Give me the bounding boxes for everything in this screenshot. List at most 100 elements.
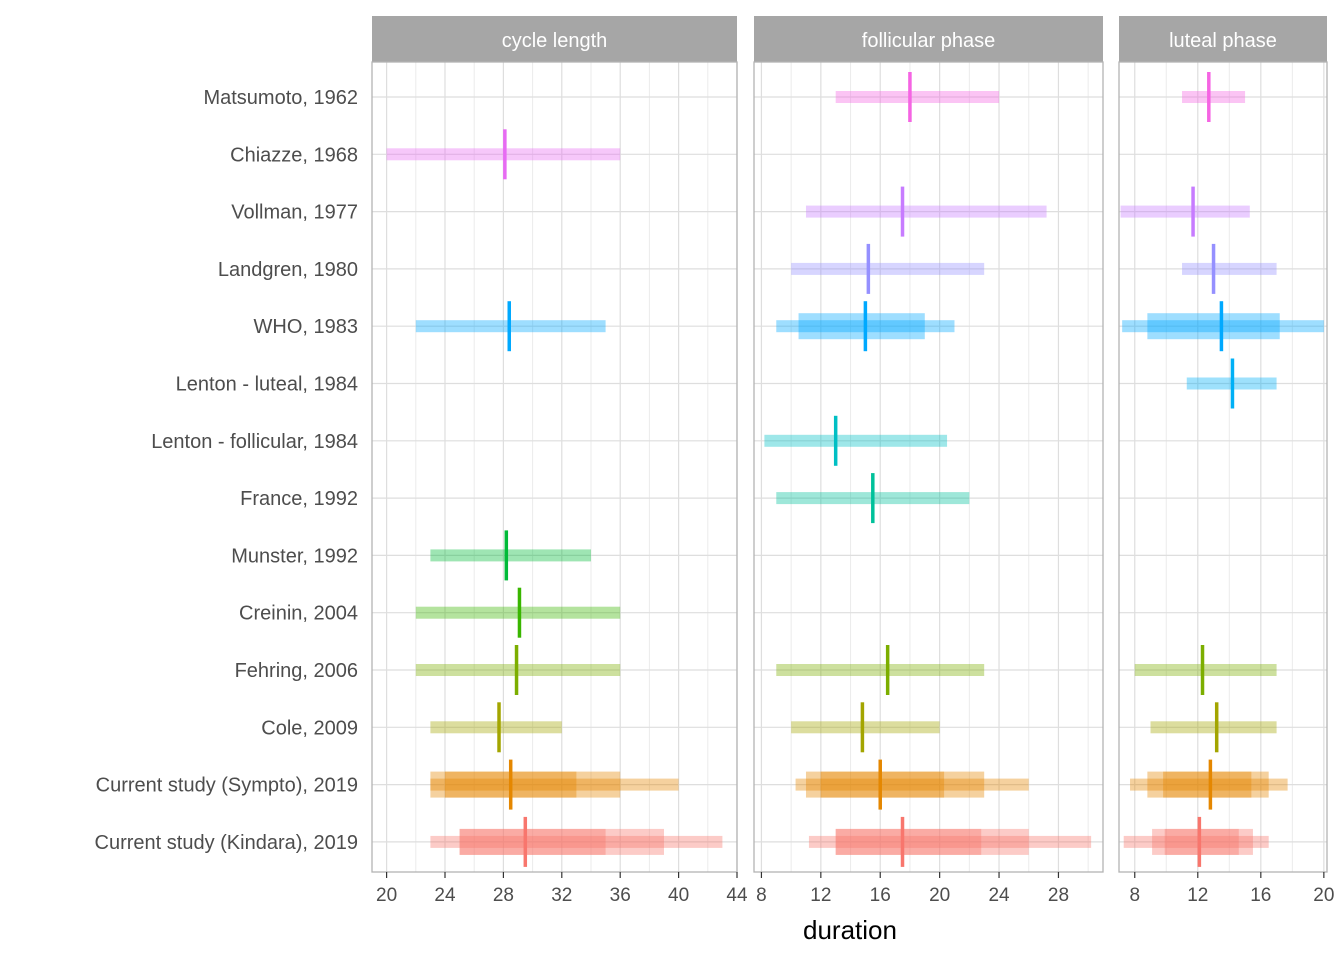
panel-luteal-phase: luteal phase 8 12 16 20 [1118,16,1334,906]
plot-area [372,62,737,872]
row-creinin-2004 [415,587,621,638]
y-tick-label-lenton-luteal-1984: Lenton - luteal, 1984 [176,374,358,396]
x-tick-label: 20 [1313,885,1334,906]
row-current-study-kindara-2019 [1123,816,1269,867]
range-bar [430,771,621,798]
row-fehring-2006 [415,645,621,695]
y-tick-label-vollman-1977: Vollman, 1977 [231,202,358,224]
y-tick-label-france-1992: France, 1992 [240,488,358,510]
range-bar [791,721,940,734]
panel-border [1118,61,1328,873]
row-who-1983 [1122,301,1324,352]
plot-area [754,62,1103,872]
x-tick-label: 20 [376,885,397,906]
strip-cycle-length [372,16,737,62]
row-fehring-2006 [1134,645,1277,695]
x-tick-label: 16 [1250,885,1271,906]
range-bar [1147,313,1280,340]
y-tick-label-landgren-1980: Landgren, 1980 [218,259,358,281]
row-cole-2009 [791,702,940,753]
row-matsumoto-1962 [835,72,1000,122]
range-bar [459,828,606,855]
strip-label-luteal-phase: luteal phase [1169,30,1277,52]
row-who-1983 [415,301,606,352]
panel-border [753,61,1104,873]
y-tick-label-who-1983: WHO, 1983 [254,316,358,338]
range-bar [805,771,985,798]
row-vollman-1977 [805,186,1047,237]
x-tick-label: 32 [551,885,572,906]
x-axis-title: duration [803,915,897,945]
x-tick-label: 44 [726,885,748,906]
range-bar [1152,828,1253,855]
range-bar [798,313,925,340]
y-tick-label-munster-1992: Munster, 1992 [231,545,358,567]
y-tick-label-cole-2009: Cole, 2009 [261,717,358,739]
range-bar [835,91,1000,103]
x-tick-label: 28 [493,885,514,906]
range-bar [808,835,1092,848]
y-tick-label-chiazze-1968: Chiazze, 1968 [230,144,358,166]
row-current-study-sympto-2019 [795,759,1029,810]
x-tick-label: 28 [1048,885,1069,906]
y-tick-label-fehring-2006: Fehring, 2006 [235,660,358,682]
row-lenton-follicular-1984 [764,415,948,466]
row-cole-2009 [430,702,562,753]
row-fehring-2006 [776,645,985,695]
row-current-study-sympto-2019 [430,759,679,810]
range-bar [1120,205,1250,218]
range-bar [1163,771,1252,798]
row-current-study-kindara-2019 [808,816,1092,867]
range-bar [430,549,591,562]
strip-label-follicular-phase: follicular phase [862,30,995,52]
strip-follicular-phase [754,16,1103,62]
x-tick-label: 36 [610,885,631,906]
row-landgren-1980 [791,243,985,294]
range-bar [805,205,1047,218]
range-bar [430,835,723,848]
range-bar [835,828,982,855]
row-lenton-luteal-1984 [1186,358,1277,409]
panel-follicular-phase: follicular phase 8 12 16 20 24 28 [753,16,1104,906]
range-bar [764,434,948,447]
plot-area [1119,62,1327,872]
x-tick-label: 20 [929,885,950,906]
row-cole-2009 [1150,702,1277,753]
row-current-study-sympto-2019 [1130,759,1288,810]
y-tick-label-matsumoto-1962: Matsumoto, 1962 [203,87,358,109]
range-bar [835,828,1029,855]
x-tick-label: 16 [870,885,891,906]
row-france-1992 [776,473,970,524]
y-tick-label-creinin-2004: Creinin, 2004 [239,603,358,625]
x-tick-label: 12 [1187,885,1208,906]
y-tick-label-lenton-follicular-1984: Lenton - follicular, 1984 [151,431,358,453]
y-tick-label-current-study-sympto-2019: Current study (Sympto), 2019 [96,775,358,797]
range-bar [1182,262,1277,275]
range-bar [459,828,664,855]
range-bar [1134,664,1277,676]
panel-border [371,61,738,873]
x-tick-label: 8 [1129,885,1140,906]
y-tick-label-current-study-kindara-2019: Current study (Kindara), 2019 [95,832,358,854]
row-matsumoto-1962 [1182,72,1246,122]
range-bar [1164,828,1239,855]
study-labels: Matsumoto, 1962 Chiazze, 1968 Vollman, 197… [95,87,358,854]
panel-cycle-length: cycle length 20 24 28 32 36 40 44 [371,16,748,906]
strip-luteal-phase [1119,16,1327,62]
strip-label-cycle-length: cycle length [502,30,608,52]
row-current-study-kindara-2019 [430,816,723,867]
x-tick-label: 8 [756,885,767,906]
range-bar [430,721,562,734]
range-bar [795,778,1029,791]
row-who-1983 [776,301,955,352]
range-bar [776,664,985,676]
x-tick-label: 24 [434,885,456,906]
range-bar [430,778,679,791]
range-bar [820,771,945,798]
row-munster-1992 [430,530,591,581]
range-bar [791,262,985,275]
x-tick-label: 12 [810,885,831,906]
range-bar [1123,835,1269,848]
